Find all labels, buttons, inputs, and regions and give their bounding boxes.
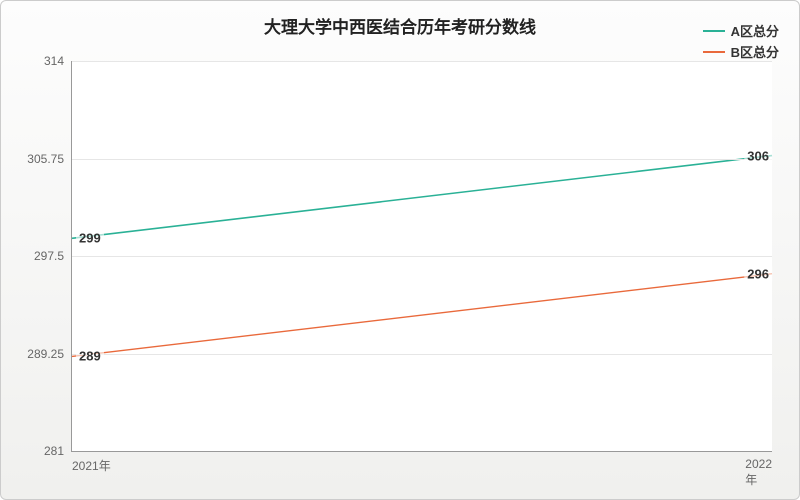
y-tick-label: 289.25 <box>27 347 72 361</box>
grid-line <box>72 256 772 257</box>
y-tick-label: 297.5 <box>34 249 72 263</box>
plot-area: 281289.25297.5305.753142021年2022年2993062… <box>71 61 772 452</box>
legend-label-b: B区总分 <box>731 42 779 61</box>
data-label: 306 <box>744 148 772 163</box>
legend-item-b: B区总分 <box>703 42 779 61</box>
legend-swatch-b <box>703 51 725 53</box>
grid-line <box>72 61 772 62</box>
legend-label-a: A区总分 <box>731 21 779 40</box>
y-tick-label: 305.75 <box>27 152 72 166</box>
series-line <box>72 274 772 357</box>
y-tick-label: 281 <box>44 444 72 458</box>
legend-swatch-a <box>703 30 725 32</box>
legend: A区总分 B区总分 <box>703 21 779 63</box>
grid-line <box>72 159 772 160</box>
grid-line <box>72 354 772 355</box>
data-label: 289 <box>76 349 104 364</box>
legend-item-a: A区总分 <box>703 21 779 40</box>
x-tick-label: 2021年 <box>72 451 111 474</box>
x-tick-label: 2022年 <box>745 451 772 488</box>
chart-container: 大理大学中西医结合历年考研分数线 A区总分 B区总分 281 289.25 297.… <box>0 0 800 500</box>
data-label: 299 <box>76 231 104 246</box>
y-tick-label: 314 <box>44 54 72 68</box>
chart-title: 大理大学中西医结合历年考研分数线 <box>1 13 799 38</box>
series-line <box>72 156 772 239</box>
data-label: 296 <box>744 266 772 281</box>
